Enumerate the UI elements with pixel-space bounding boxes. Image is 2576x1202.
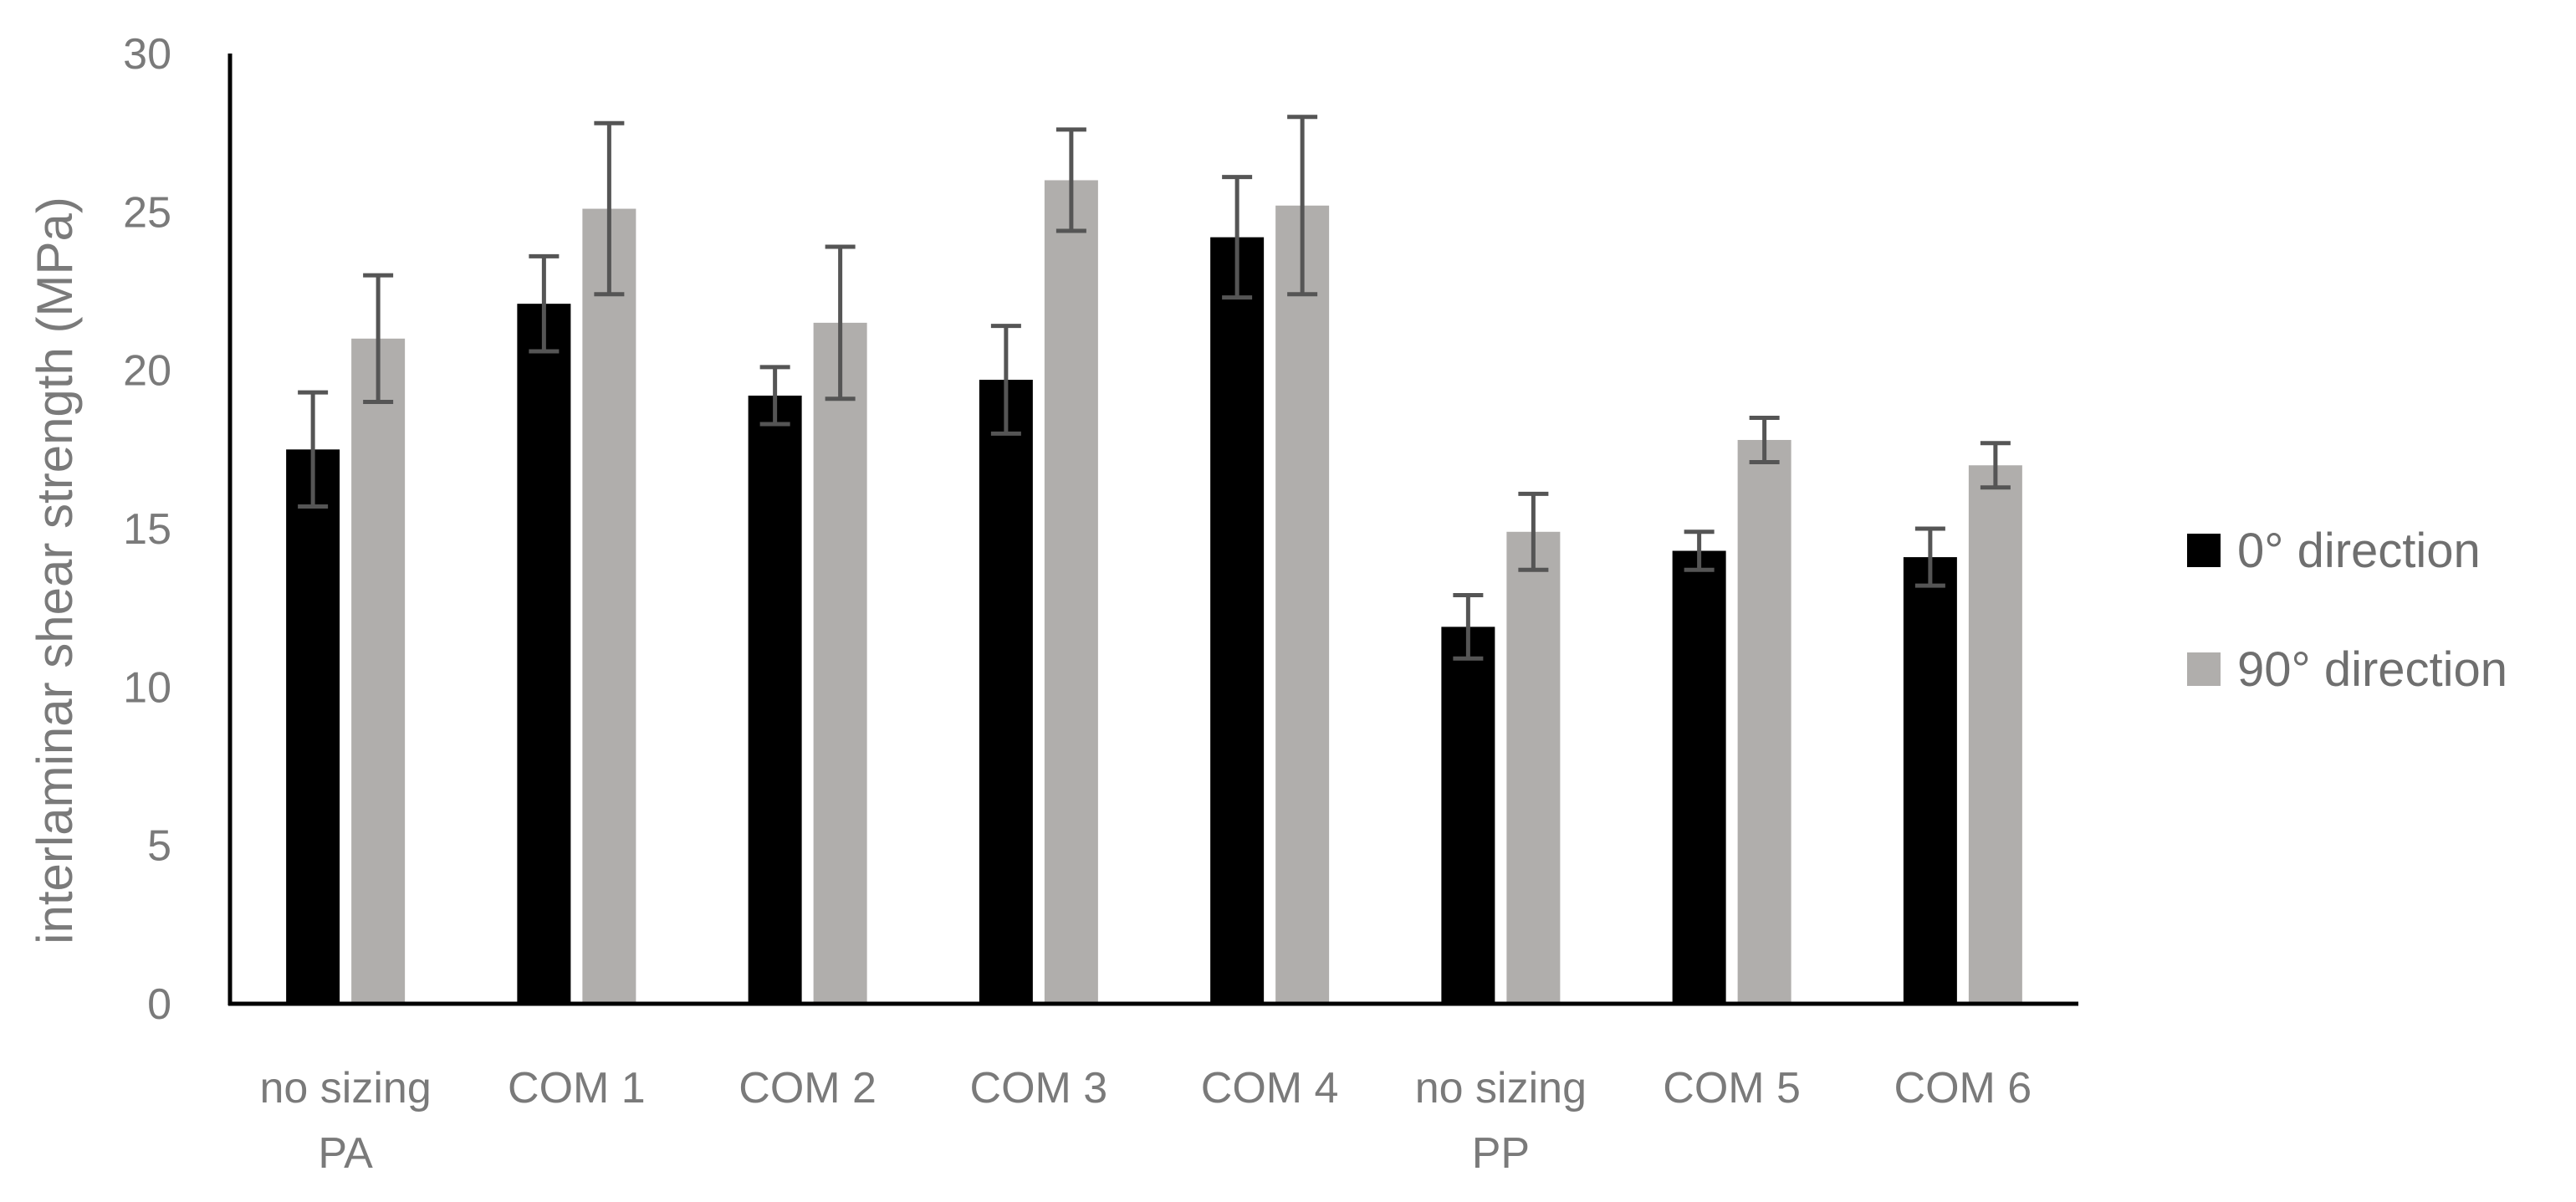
bar-0deg	[1903, 557, 1957, 1004]
x-tick-label: COM 1	[508, 1064, 646, 1112]
y-tick-label: 30	[123, 30, 171, 79]
x-tick-label: COM 3	[970, 1064, 1108, 1112]
bar-90deg	[1044, 180, 1098, 1004]
x-tick-label: COM 5	[1663, 1064, 1801, 1112]
bar-90deg	[1506, 531, 1561, 1004]
y-tick-label: 20	[123, 347, 171, 396]
legend: 0° direction 90° direction	[2187, 524, 2507, 697]
bar-90deg	[813, 322, 867, 1004]
x-tick-label: COM 4	[1201, 1064, 1339, 1112]
bar-90deg	[1737, 439, 1791, 1004]
y-axis-ticks: 0 5 10 15 20 25 30	[123, 30, 171, 1029]
legend-swatch	[2187, 652, 2221, 686]
bars	[286, 180, 2022, 1005]
bar-0deg	[1210, 237, 1265, 1004]
y-tick-label: 5	[147, 822, 171, 871]
x-tick-label: COM 6	[1894, 1064, 2032, 1112]
legend-label: 90° direction	[2237, 642, 2507, 697]
bar-0deg	[748, 395, 802, 1005]
axes	[227, 54, 2078, 1006]
y-tick-label: 0	[147, 980, 171, 1029]
x-tick-label: PP	[1472, 1129, 1530, 1178]
x-tick-label: no sizing	[260, 1064, 432, 1112]
error-bars	[298, 115, 2011, 661]
y-axis-title: interlaminar shear strength (MPa)	[27, 197, 83, 944]
x-tick-label: COM 2	[739, 1064, 877, 1112]
y-tick-label: 25	[123, 188, 171, 237]
bar-0deg	[517, 304, 571, 1004]
bar-90deg	[351, 338, 406, 1004]
bar-90deg	[1968, 465, 2022, 1004]
x-tick-label: no sizing	[1415, 1064, 1587, 1112]
x-axis-labels: no sizing PA COM 1 COM 2 COM 3 COM 4 no sizing…	[260, 1064, 2032, 1178]
y-tick-label: 10	[123, 663, 171, 712]
bar-0deg	[1672, 550, 1726, 1004]
legend-swatch	[2187, 534, 2221, 567]
bar-90deg	[582, 208, 636, 1005]
bar-0deg	[1441, 627, 1495, 1004]
bar-0deg	[979, 380, 1033, 1004]
bar-0deg	[286, 449, 340, 1004]
bar-90deg	[1275, 205, 1330, 1004]
legend-label: 0° direction	[2237, 524, 2481, 578]
x-tick-label: PA	[318, 1129, 373, 1178]
y-tick-label: 15	[123, 505, 171, 554]
